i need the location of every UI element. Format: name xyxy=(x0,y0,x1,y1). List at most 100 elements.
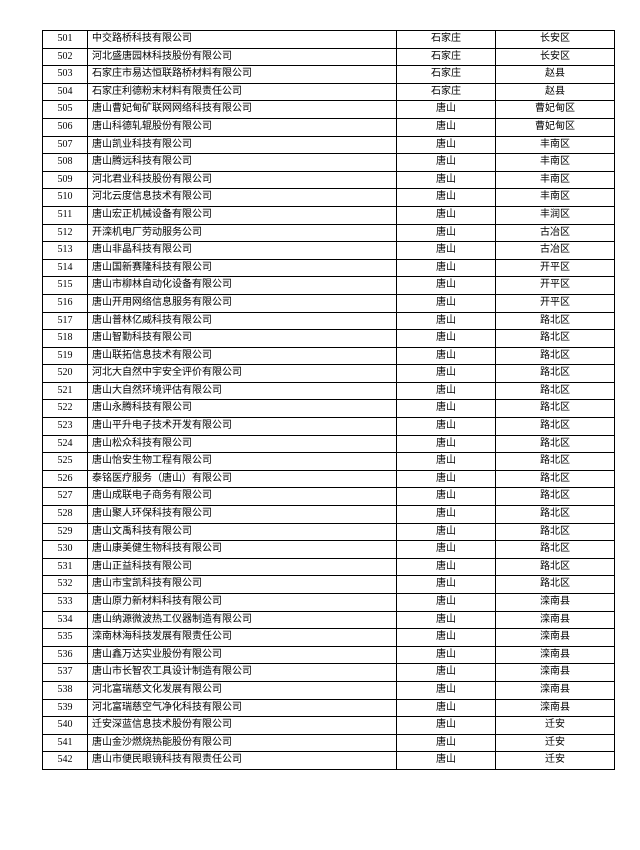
city-name: 唐山 xyxy=(397,734,496,752)
company-name: 石家庄利德粉末材料有限责任公司 xyxy=(88,83,397,101)
city-name: 唐山 xyxy=(397,259,496,277)
row-number: 532 xyxy=(43,576,88,594)
row-number: 511 xyxy=(43,206,88,224)
company-name: 河北富瑞慈文化发展有限公司 xyxy=(88,681,397,699)
city-name: 石家庄 xyxy=(397,31,496,49)
row-number: 503 xyxy=(43,66,88,84)
district-name: 滦南县 xyxy=(496,611,615,629)
city-name: 唐山 xyxy=(397,118,496,136)
row-number: 535 xyxy=(43,629,88,647)
row-number: 507 xyxy=(43,136,88,154)
row-number: 530 xyxy=(43,541,88,559)
district-name: 开平区 xyxy=(496,294,615,312)
row-number: 533 xyxy=(43,594,88,612)
district-name: 开平区 xyxy=(496,259,615,277)
district-name: 曹妃甸区 xyxy=(496,101,615,119)
row-number: 518 xyxy=(43,330,88,348)
city-name: 唐山 xyxy=(397,382,496,400)
city-name: 唐山 xyxy=(397,435,496,453)
district-name: 滦南县 xyxy=(496,594,615,612)
company-name: 唐山开用网络信息服务有限公司 xyxy=(88,294,397,312)
city-name: 唐山 xyxy=(397,224,496,242)
company-name: 唐山纳源微波热工仪器制造有限公司 xyxy=(88,611,397,629)
row-number: 522 xyxy=(43,400,88,418)
district-name: 路北区 xyxy=(496,400,615,418)
district-name: 路北区 xyxy=(496,470,615,488)
company-name: 唐山市宝凯科技有限公司 xyxy=(88,576,397,594)
row-number: 539 xyxy=(43,699,88,717)
city-name: 唐山 xyxy=(397,611,496,629)
company-name: 中交路桥科技有限公司 xyxy=(88,31,397,49)
district-name: 开平区 xyxy=(496,277,615,295)
table-row: 520河北大自然中宇安全评价有限公司唐山路北区 xyxy=(43,365,615,383)
city-name: 唐山 xyxy=(397,330,496,348)
row-number: 510 xyxy=(43,189,88,207)
district-name: 古冶区 xyxy=(496,242,615,260)
district-name: 赵县 xyxy=(496,83,615,101)
district-name: 路北区 xyxy=(496,558,615,576)
row-number: 536 xyxy=(43,646,88,664)
table-row: 525唐山怡安生物工程有限公司唐山路北区 xyxy=(43,453,615,471)
city-name: 唐山 xyxy=(397,206,496,224)
city-name: 唐山 xyxy=(397,576,496,594)
table-row: 509河北君业科技股份有限公司唐山丰南区 xyxy=(43,171,615,189)
company-name: 唐山鑫万达实业股份有限公司 xyxy=(88,646,397,664)
table-row: 541唐山金沙燃烧热能股份有限公司唐山迁安 xyxy=(43,734,615,752)
district-name: 迁安 xyxy=(496,734,615,752)
table-row: 534唐山纳源微波热工仪器制造有限公司唐山滦南县 xyxy=(43,611,615,629)
row-number: 504 xyxy=(43,83,88,101)
company-name: 唐山腾远科技有限公司 xyxy=(88,154,397,172)
city-name: 唐山 xyxy=(397,277,496,295)
table-row: 516唐山开用网络信息服务有限公司唐山开平区 xyxy=(43,294,615,312)
city-name: 唐山 xyxy=(397,506,496,524)
company-name: 唐山市便民眼镜科技有限责任公司 xyxy=(88,752,397,770)
district-name: 丰南区 xyxy=(496,171,615,189)
district-name: 丰南区 xyxy=(496,189,615,207)
city-name: 石家庄 xyxy=(397,66,496,84)
city-name: 唐山 xyxy=(397,136,496,154)
district-name: 路北区 xyxy=(496,418,615,436)
table-row: 542唐山市便民眼镜科技有限责任公司唐山迁安 xyxy=(43,752,615,770)
row-number: 502 xyxy=(43,48,88,66)
company-name: 唐山非晶科技有限公司 xyxy=(88,242,397,260)
table-row: 530唐山康美健生物科技有限公司唐山路北区 xyxy=(43,541,615,559)
table-row: 535滦南林海科技发展有限责任公司唐山滦南县 xyxy=(43,629,615,647)
district-name: 古冶区 xyxy=(496,224,615,242)
table-row: 522唐山永腾科技有限公司唐山路北区 xyxy=(43,400,615,418)
city-name: 唐山 xyxy=(397,681,496,699)
city-name: 唐山 xyxy=(397,558,496,576)
company-name: 泰铭医疗服务（唐山）有限公司 xyxy=(88,470,397,488)
city-name: 唐山 xyxy=(397,541,496,559)
city-name: 唐山 xyxy=(397,629,496,647)
company-name: 河北富瑞慈空气净化科技有限公司 xyxy=(88,699,397,717)
company-name: 唐山市柳林自动化设备有限公司 xyxy=(88,277,397,295)
company-name: 唐山曹妃甸矿联网网络科技有限公司 xyxy=(88,101,397,119)
table-row: 512开滦机电厂劳动服务公司唐山古冶区 xyxy=(43,224,615,242)
company-name: 唐山永腾科技有限公司 xyxy=(88,400,397,418)
company-name: 唐山联拓信息技术有限公司 xyxy=(88,347,397,365)
district-name: 迁安 xyxy=(496,717,615,735)
row-number: 509 xyxy=(43,171,88,189)
city-name: 唐山 xyxy=(397,294,496,312)
district-name: 滦南县 xyxy=(496,664,615,682)
city-name: 石家庄 xyxy=(397,48,496,66)
city-name: 石家庄 xyxy=(397,83,496,101)
table-body: 501中交路桥科技有限公司石家庄长安区502河北盛唐园林科技股份有限公司石家庄长… xyxy=(43,31,615,770)
district-name: 路北区 xyxy=(496,576,615,594)
table-row: 540迁安深蓝信息技术股份有限公司唐山迁安 xyxy=(43,717,615,735)
district-name: 路北区 xyxy=(496,506,615,524)
row-number: 527 xyxy=(43,488,88,506)
city-name: 唐山 xyxy=(397,752,496,770)
row-number: 519 xyxy=(43,347,88,365)
table-row: 523唐山平升电子技术开发有限公司唐山路北区 xyxy=(43,418,615,436)
district-name: 路北区 xyxy=(496,453,615,471)
table-row: 510河北云度信息技术有限公司唐山丰南区 xyxy=(43,189,615,207)
row-number: 528 xyxy=(43,506,88,524)
row-number: 526 xyxy=(43,470,88,488)
row-number: 506 xyxy=(43,118,88,136)
row-number: 542 xyxy=(43,752,88,770)
company-name: 唐山成联电子商务有限公司 xyxy=(88,488,397,506)
company-name: 唐山怡安生物工程有限公司 xyxy=(88,453,397,471)
table-row: 501中交路桥科技有限公司石家庄长安区 xyxy=(43,31,615,49)
table-row: 507唐山凯业科技有限公司唐山丰南区 xyxy=(43,136,615,154)
